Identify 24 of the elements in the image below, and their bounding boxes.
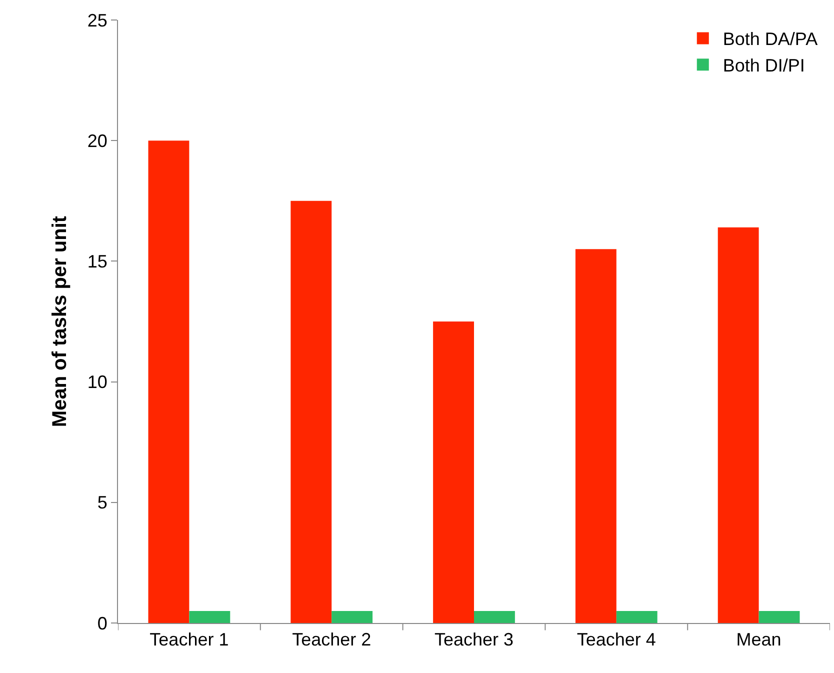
legend-label: Both DA/PA [722, 29, 818, 50]
bar [148, 140, 190, 623]
bar [290, 200, 332, 623]
y-tick-label: 25 [87, 10, 108, 30]
bar [758, 610, 800, 623]
x-tick-label: Teacher 1 [150, 630, 229, 650]
x-tick-label: Mean [736, 630, 782, 650]
bar [718, 227, 759, 623]
x-tick-label: Teacher 3 [434, 630, 514, 650]
x-tick-label: Teacher 2 [292, 630, 372, 650]
y-tick-label: 10 [87, 372, 108, 392]
y-tick-label: 15 [87, 252, 108, 272]
bar [332, 610, 373, 623]
y-tick-label: 20 [87, 130, 108, 151]
y-axis-title: Mean of tasks per unit [48, 216, 71, 428]
y-tick-label: 5 [97, 492, 108, 513]
bar [433, 322, 474, 623]
y-tick-label: 0 [97, 613, 108, 634]
bar [575, 249, 616, 623]
legend-label: Both DI/PI [722, 56, 805, 76]
x-tick-label: Teacher 4 [576, 630, 656, 650]
bar [616, 610, 658, 623]
bar [189, 610, 230, 623]
bar [474, 610, 515, 623]
